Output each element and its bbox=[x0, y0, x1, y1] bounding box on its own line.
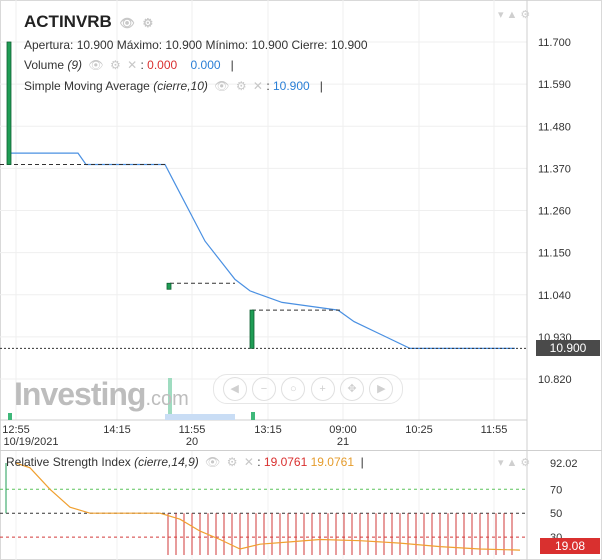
sma-param: (cierre,10) bbox=[153, 79, 208, 93]
rsi-value-1: 19.0761 bbox=[263, 455, 308, 469]
date-tick-label: 20 bbox=[186, 436, 198, 448]
current-price-tag: 10.900 bbox=[536, 340, 600, 356]
eye-icon[interactable]: 👁 bbox=[88, 58, 104, 72]
gear-icon[interactable]: ⚙ bbox=[109, 58, 121, 72]
rsi-corner-controls: ▾▲⚙ bbox=[498, 456, 533, 469]
rsi-line bbox=[15, 462, 521, 551]
logo-suffix: .com bbox=[145, 388, 189, 410]
price-tick-label: 11.040 bbox=[538, 290, 571, 302]
time-tick-label: 11:55 bbox=[179, 424, 206, 436]
volume-ma-area bbox=[165, 414, 235, 420]
rsi-tick-label: 50 bbox=[550, 508, 562, 520]
time-tick-label: 10:25 bbox=[405, 424, 433, 436]
price-tick-label: 11.370 bbox=[538, 163, 571, 175]
volume-bar bbox=[8, 413, 12, 420]
price-tick-label: 11.700 bbox=[538, 37, 571, 49]
volume-value-1: 0.000 bbox=[147, 58, 178, 72]
ohlc-legend: Apertura: 10.900 Máximo: 10.900 Mínimo: … bbox=[24, 38, 368, 52]
symbol-title: ACTINVRB 👁 ⚙ bbox=[24, 12, 153, 32]
rsi-tick-label: 92.02 bbox=[550, 458, 578, 470]
gear-icon[interactable]: ⚙ bbox=[226, 455, 238, 469]
alert-icon[interactable]: ▲ bbox=[506, 457, 521, 469]
price-tick-label: 11.260 bbox=[538, 206, 571, 218]
alert-icon[interactable]: ▲ bbox=[506, 9, 521, 21]
gear-icon[interactable]: ⚙ bbox=[235, 79, 247, 93]
move-icon[interactable]: ✥ bbox=[339, 377, 364, 401]
rsi-tick-label: 70 bbox=[550, 484, 562, 496]
symbol-name: ACTINVRB bbox=[24, 12, 112, 31]
collapse-icon[interactable]: ▾ bbox=[498, 457, 507, 469]
sma-value: 10.900 bbox=[273, 79, 310, 93]
candle bbox=[249, 309, 255, 349]
sma-line bbox=[8, 152, 515, 349]
volume-param: (9) bbox=[67, 58, 83, 72]
rsi-value-2: 19.0761 bbox=[310, 455, 355, 469]
gear-icon[interactable]: ⚙ bbox=[142, 16, 154, 30]
candle bbox=[6, 41, 12, 165]
gear-icon[interactable]: ⚙ bbox=[520, 9, 534, 21]
time-tick-label: 11:55 bbox=[481, 424, 508, 436]
eye-icon[interactable]: 👁 bbox=[205, 455, 221, 469]
date-tick-label: 21 bbox=[337, 436, 349, 448]
chart-navigation-bar: ◀ − ○ + ✥ ▶ bbox=[213, 374, 403, 404]
eye-icon[interactable]: 👁 bbox=[119, 16, 135, 30]
scroll-left-icon[interactable]: ◀ bbox=[222, 377, 247, 401]
volume-bar bbox=[168, 378, 172, 420]
volume-bar bbox=[251, 412, 255, 420]
date-tick-label: 10/19/2021 bbox=[3, 436, 58, 448]
volume-value-2: 0.000 bbox=[190, 58, 221, 72]
rsi-chart[interactable]: 92.02705030 bbox=[0, 450, 602, 560]
close-icon[interactable]: ✕ bbox=[127, 58, 138, 72]
time-tick-label: 14:15 bbox=[103, 424, 131, 436]
price-tick-label: 11.480 bbox=[538, 121, 571, 133]
zoom-reset-icon[interactable]: ○ bbox=[281, 377, 306, 401]
volume-label: Volume bbox=[24, 58, 65, 72]
zoom-out-icon[interactable]: − bbox=[251, 377, 276, 401]
zoom-in-icon[interactable]: + bbox=[310, 377, 335, 401]
rsi-current-tag: 19.08 bbox=[540, 538, 600, 554]
volume-legend: Volume (9) 👁 ⚙ ✕ : 0.000 0.000 | bbox=[24, 58, 234, 72]
close-icon[interactable]: ✕ bbox=[243, 455, 254, 469]
collapse-icon[interactable]: ▾ bbox=[498, 9, 507, 21]
price-chart[interactable]: 11.700 11.590 11.480 11.370 11.260 11.150 11.0… bbox=[0, 0, 602, 450]
eye-icon[interactable]: 👁 bbox=[214, 79, 230, 93]
rsi-param: (cierre,14,9) bbox=[134, 455, 199, 469]
sma-legend: Simple Moving Average (cierre,10) 👁 ⚙ ✕ … bbox=[24, 79, 323, 93]
gear-icon[interactable]: ⚙ bbox=[520, 457, 534, 469]
sma-label: Simple Moving Average bbox=[24, 79, 150, 93]
time-tick-label: 13:15 bbox=[254, 424, 282, 436]
ohlc-text: Apertura: 10.900 Máximo: 10.900 Mínimo: … bbox=[24, 38, 368, 52]
candle bbox=[166, 282, 172, 290]
price-tick-label: 11.150 bbox=[538, 248, 571, 260]
investing-logo: Investing.com bbox=[14, 376, 189, 413]
logo-main: Investing bbox=[14, 376, 146, 412]
rsi-label: Relative Strength Index bbox=[6, 455, 131, 469]
scroll-right-icon[interactable]: ▶ bbox=[369, 377, 394, 401]
price-tick-label: 11.590 bbox=[538, 79, 571, 91]
time-tick-label: 12:55 bbox=[2, 424, 30, 436]
time-tick-label: 09:00 bbox=[329, 424, 357, 436]
price-tick-label: 10.820 bbox=[538, 374, 572, 386]
rsi-legend: Relative Strength Index (cierre,14,9) 👁 … bbox=[6, 455, 364, 469]
close-icon[interactable]: ✕ bbox=[252, 79, 263, 93]
chart-corner-controls: ▾▲⚙ bbox=[498, 8, 533, 21]
